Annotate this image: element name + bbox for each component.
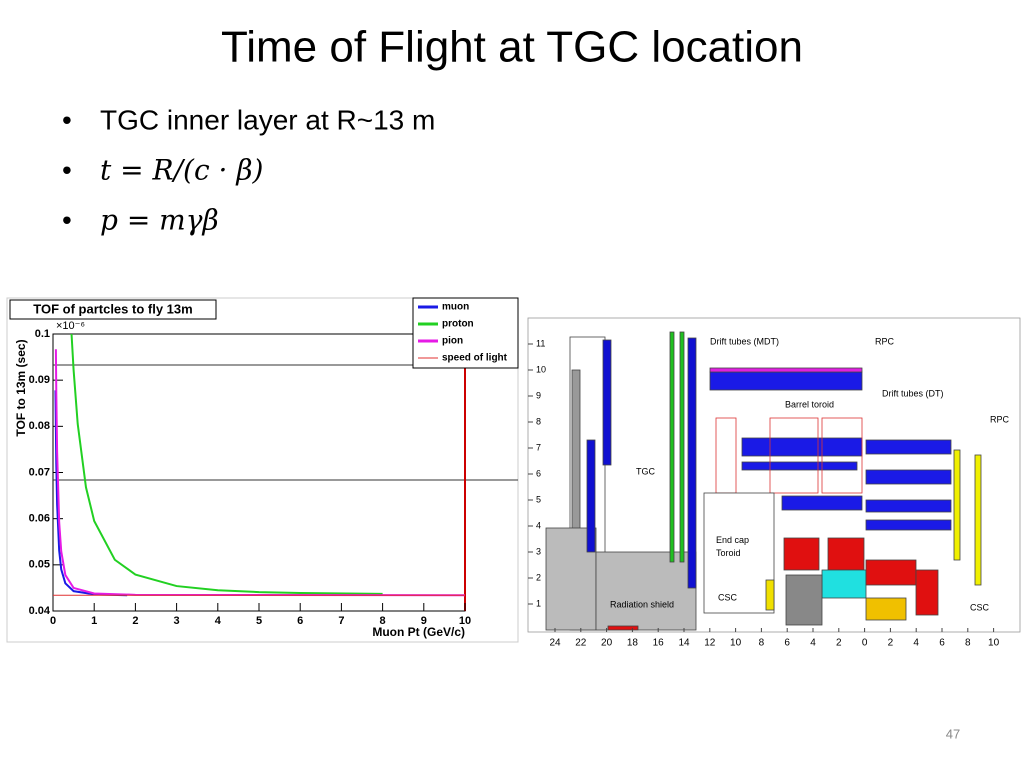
legend-box [412,297,519,369]
diagram-y-label: 6 [536,468,541,478]
y-tick-label: 0.08 [29,420,50,432]
y-tick-label: 0.06 [29,513,50,525]
diagram-x-label: 8 [965,638,971,649]
diagram-x-label: 2 [836,638,842,649]
diagram-y-label: 8 [536,416,541,426]
diagram-label: Barrel toroid [785,399,834,409]
diagram-label: End cap Toroid [716,535,749,558]
x-tick-label: 9 [421,615,427,627]
bullet-dot: • [62,204,72,235]
x-axis-label: Muon Pt (GeV/c) [372,625,465,639]
diagram-label: Drift tubes (MDT) [710,336,779,346]
diagram-x-label: 12 [704,638,716,649]
x-tick-label: 3 [174,615,180,627]
diagram-x-label: 10 [730,638,742,649]
legend-label: muon [442,302,469,313]
y-tick-label: 0.04 [29,605,51,617]
chart-title: TOF of partcles to fly 13m [33,301,192,316]
x-tick-label: 5 [256,615,262,627]
diagram-label: TGC [636,466,655,476]
series-line [54,390,128,597]
diagram-x-label: 24 [549,638,561,649]
x-tick-label: 4 [215,615,222,627]
diagram-label: Radiation shield [610,599,674,609]
diagram-y-label: 2 [536,572,541,582]
diagram-y-label: 10 [536,364,546,374]
legend-label: pion [442,336,463,347]
bullet: t = R/(c · β) [100,154,263,187]
diagram-x-label: 18 [627,638,639,649]
x-tick-label: 7 [338,615,344,627]
diagram-y-label: 9 [536,390,541,400]
diagram-label: CSC [718,592,738,602]
diagram-label: RPC [990,414,1010,424]
diagram-y-label: 1 [536,598,541,608]
x-tick-label: 1 [91,615,97,627]
chart-title-box [9,299,217,320]
diagram-y-label: 3 [536,546,541,556]
x-tick-label: 8 [380,615,386,627]
diagram-x-label: 14 [678,638,690,649]
diagram-y-label: 7 [536,442,541,452]
diagram-x-label: 10 [988,638,1000,649]
slide-title: Time of Flight at TGC location [221,23,803,72]
diagram-x-label: 4 [810,638,816,649]
diagram-label: RPC [875,336,895,346]
diagram-label: CSC [970,602,990,612]
diagram-x-label: 6 [939,638,945,649]
y-exponent: ×10⁻⁶ [56,320,85,332]
y-tick-label: 0.1 [35,328,50,340]
y-tick-label: 0.09 [29,374,50,386]
series-line [70,333,383,595]
diagram-x-label: 22 [575,638,587,649]
bullet-dot: • [62,154,72,185]
x-tick-label: 2 [132,615,138,627]
diagram-x-label: 4 [913,638,919,649]
diagram-y-label: 11 [536,338,545,348]
y-axis-label: TOF to 13m (sec) [14,339,28,436]
diagram-x-label: 16 [653,638,665,649]
detector-diagram [527,317,1021,633]
diagram-y-label: 5 [536,494,541,504]
series-line [54,349,466,597]
diagram-x-label: 8 [759,638,765,649]
y-tick-label: 0.05 [29,559,50,571]
y-tick-label: 0.07 [29,466,50,478]
bullet-dot: • [62,104,72,135]
diagram-label: Drift tubes (DT) [882,388,944,398]
diagram-x-label: 6 [784,638,790,649]
legend-label: proton [442,319,474,330]
diagram-x-label: 20 [601,638,613,649]
page-number: 47 [946,726,960,741]
x-tick-label: 6 [297,615,303,627]
x-tick-label: 0 [50,615,56,627]
diagram-x-label: 0 [862,638,868,649]
x-tick-label: 10 [459,615,471,627]
bullet: p = mγβ [100,204,219,237]
legend-label: speed of light [442,353,508,364]
diagram-x-label: 2 [888,638,894,649]
diagram-y-label: 4 [536,520,541,530]
bullet: TGC inner layer at R~13 m [100,104,435,135]
